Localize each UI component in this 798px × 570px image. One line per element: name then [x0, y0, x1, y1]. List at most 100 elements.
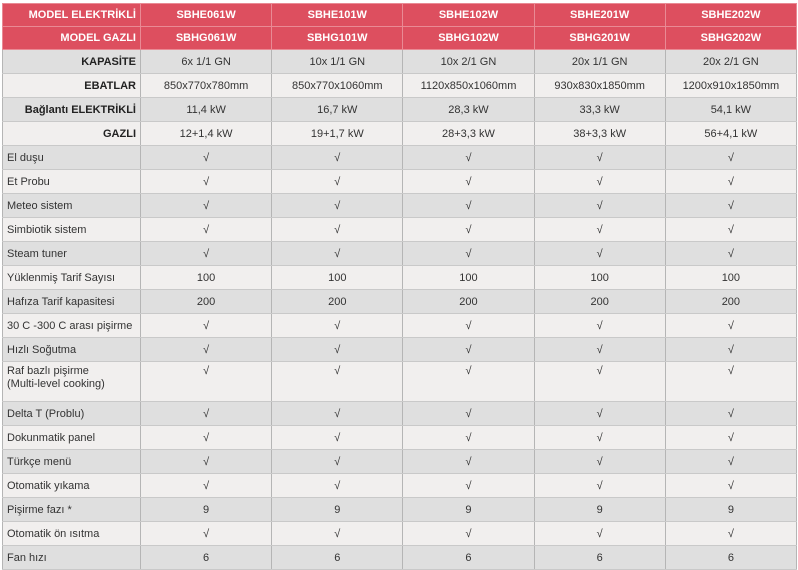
table-cell: 9	[271, 497, 404, 522]
table-cell: 6x 1/1 GN	[139, 49, 273, 74]
table-row: Fan hızı 6 6 6 6 6	[2, 545, 798, 570]
table-row: Et Probu √ √ √ √ √	[2, 169, 798, 194]
table-cell: √	[139, 169, 273, 194]
table-cell: √	[533, 521, 666, 546]
table-cell: √	[402, 473, 535, 498]
table-cell: √	[664, 449, 798, 474]
table-cell: 20x 1/1 GN	[533, 49, 666, 74]
table-cell: 200	[139, 289, 273, 314]
table-cell: √	[402, 169, 535, 194]
table-cell: √	[402, 449, 535, 474]
row-label: Otomatik ön ısıtma	[2, 521, 141, 546]
table-cell: 200	[402, 289, 535, 314]
table-cell: √	[139, 449, 273, 474]
row-label: Steam tuner	[2, 241, 141, 266]
table-cell: √	[402, 145, 535, 170]
table-cell: SBHG061W	[139, 26, 273, 50]
table-row: MODEL ELEKTRİKLİ SBHE061W SBHE101W SBHE102W…	[2, 3, 798, 27]
table-cell: √	[271, 145, 404, 170]
table-cell: √	[271, 449, 404, 474]
row-label: MODEL ELEKTRİKLİ	[2, 3, 141, 27]
row-label: GAZLI	[2, 121, 141, 146]
table-cell: 54,1 kW	[664, 97, 798, 122]
row-label: MODEL GAZLI	[2, 26, 141, 50]
table-cell: √	[139, 521, 273, 546]
table-cell: √	[271, 521, 404, 546]
table-cell: √	[139, 145, 273, 170]
table-cell: 100	[271, 265, 404, 290]
table-cell: 9	[664, 497, 798, 522]
table-cell: 56+4,1 kW	[664, 121, 798, 146]
table-cell: √	[664, 145, 798, 170]
row-label: Pişirme fazı *	[2, 497, 141, 522]
table-row: KAPASİTE 6x 1/1 GN 10x 1/1 GN 10x 2/1 GN 20x…	[2, 49, 798, 74]
table-cell: √	[271, 241, 404, 266]
table-cell: 10x 1/1 GN	[271, 49, 404, 74]
table-cell: √	[402, 193, 535, 218]
table-cell: √	[402, 361, 535, 402]
table-cell: √	[533, 313, 666, 338]
table-row: Delta T (Problu) √ √ √ √ √	[2, 401, 798, 426]
table-cell: √	[664, 361, 798, 402]
table-cell: √	[139, 361, 273, 402]
table-cell: 930x830x1850mm	[533, 73, 666, 98]
table-cell: √	[402, 337, 535, 362]
table-cell: SBHE102W	[402, 3, 535, 27]
table-cell: SBHE061W	[139, 3, 273, 27]
row-label: Fan hızı	[2, 545, 141, 570]
table-cell: 9	[402, 497, 535, 522]
table-cell: √	[139, 425, 273, 450]
row-label: Meteo sistem	[2, 193, 141, 218]
table-cell: 6	[139, 545, 273, 570]
table-cell: √	[664, 169, 798, 194]
table-cell: 9	[533, 497, 666, 522]
table-cell: √	[271, 313, 404, 338]
table-cell: 100	[402, 265, 535, 290]
table-cell: 6	[402, 545, 535, 570]
table-cell: √	[533, 241, 666, 266]
table-row: Türkçe menü √ √ √ √ √	[2, 449, 798, 474]
row-label: Otomatik yıkama	[2, 473, 141, 498]
table-cell: √	[402, 401, 535, 426]
table-cell: 20x 2/1 GN	[664, 49, 798, 74]
row-label: El duşu	[2, 145, 141, 170]
table-cell: 6	[664, 545, 798, 570]
table-cell: √	[139, 337, 273, 362]
row-label-line: (Multi-level cooking)	[7, 378, 105, 390]
table-cell: √	[402, 241, 535, 266]
product-spec-table: MODEL ELEKTRİKLİ SBHE061W SBHE101W SBHE102W…	[2, 3, 798, 570]
table-cell: √	[533, 145, 666, 170]
table-cell: √	[664, 401, 798, 426]
row-label: Et Probu	[2, 169, 141, 194]
row-label: Türkçe menü	[2, 449, 141, 474]
table-row: Raf bazlı pişirme (Multi-level cooking) √ √…	[2, 361, 798, 402]
table-cell: √	[664, 217, 798, 242]
table-cell: 100	[533, 265, 666, 290]
table-cell: √	[533, 473, 666, 498]
table-cell: √	[271, 217, 404, 242]
table-row: Simbiotik sistem √ √ √ √ √	[2, 217, 798, 242]
table-cell: SBHG201W	[533, 26, 666, 50]
table-cell: √	[664, 337, 798, 362]
table-cell: 10x 2/1 GN	[402, 49, 535, 74]
row-label: Hafıza Tarif kapasitesi	[2, 289, 141, 314]
table-cell: √	[664, 473, 798, 498]
table-cell: 28,3 kW	[402, 97, 535, 122]
table-cell: √	[271, 473, 404, 498]
table-row: Hızlı Soğutma √ √ √ √ √	[2, 337, 798, 362]
table-cell: 28+3,3 kW	[402, 121, 535, 146]
table-cell: √	[664, 241, 798, 266]
table-row: EBATLAR 850x770x780mm 850x770x1060mm 1120x8…	[2, 73, 798, 98]
row-label: 30 C -300 C arası pişirme	[2, 313, 141, 338]
table-cell: 16,7 kW	[271, 97, 404, 122]
table-cell: √	[139, 217, 273, 242]
table-cell: √	[664, 521, 798, 546]
row-label: Delta T (Problu)	[2, 401, 141, 426]
table-cell: √	[139, 401, 273, 426]
table-cell: √	[533, 401, 666, 426]
table-cell: √	[664, 313, 798, 338]
table-cell: √	[402, 313, 535, 338]
table-cell: 11,4 kW	[139, 97, 273, 122]
table-cell: 200	[271, 289, 404, 314]
table-cell: 6	[271, 545, 404, 570]
